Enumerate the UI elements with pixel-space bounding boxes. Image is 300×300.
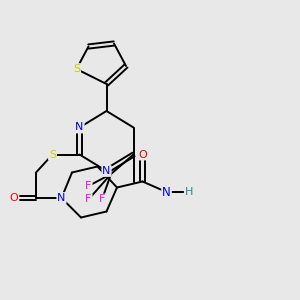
Text: H: H: [185, 187, 193, 197]
Text: F: F: [85, 181, 92, 191]
Text: O: O: [10, 193, 19, 203]
Text: N: N: [75, 122, 84, 133]
Text: S: S: [49, 149, 56, 160]
Text: S: S: [73, 64, 80, 74]
Text: F: F: [99, 194, 105, 205]
Text: N: N: [102, 166, 111, 176]
Text: N: N: [57, 193, 66, 203]
Text: N: N: [162, 185, 171, 199]
Text: O: O: [138, 149, 147, 160]
Text: F: F: [85, 194, 92, 205]
